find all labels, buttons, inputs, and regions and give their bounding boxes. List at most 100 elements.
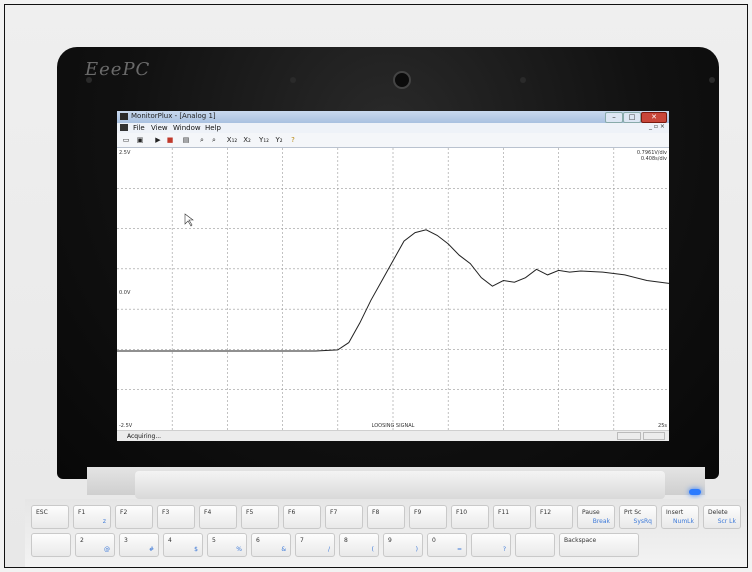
top-right-label-2: 0.408s/div xyxy=(641,156,667,162)
x-zoom-in-button[interactable]: X₁₂ xyxy=(226,136,238,144)
photo-frame: EeePC MonitorPlux - [Analog 1] – □ ✕ Fil… xyxy=(4,4,748,568)
status-text: Acquiring... xyxy=(127,433,162,440)
menu-file[interactable]: File xyxy=(133,124,145,132)
sensor-dot xyxy=(290,77,296,83)
key-sub-label: NumLk xyxy=(673,518,694,525)
keyboard-key[interactable]: F12 xyxy=(535,505,573,529)
keyboard-key[interactable]: F11 xyxy=(493,505,531,529)
zoom-out-icon[interactable]: ⌕ xyxy=(212,136,216,144)
close-button[interactable]: ✕ xyxy=(641,112,667,123)
keyboard-key[interactable]: Backspace xyxy=(559,533,639,557)
key-sub-label: ( xyxy=(371,546,374,553)
key-sub-label: z xyxy=(102,518,106,525)
toolbar: ▭ ▣ ▶ ■ ▤ ⌕ ⌕ X₁₂ X₂ Y₁₂ Y₂ ? xyxy=(117,133,669,148)
key-label: F4 xyxy=(204,509,212,516)
keyboard: ESC F1 z F2 F3 F4 F5 F6 F7 F8 F9 F10 F11 F12 Pause Brea… xyxy=(25,499,747,567)
keyboard-key[interactable]: 8( xyxy=(339,533,379,557)
bottom-left-label: -2.5V xyxy=(119,423,133,429)
keyboard-key[interactable]: F6 xyxy=(283,505,321,529)
key-sub-label: ? xyxy=(502,546,506,553)
keyboard-key[interactable]: 7/ xyxy=(295,533,335,557)
key-label: F9 xyxy=(414,509,422,516)
key-label: F10 xyxy=(456,509,468,516)
mdi-window-controls[interactable]: _ ▫ × xyxy=(649,123,665,130)
mid-label: 0.0V xyxy=(119,290,131,296)
top-left-label: 2.5V xyxy=(119,150,131,156)
keyboard-key[interactable]: 0 = xyxy=(427,533,467,557)
status-pane xyxy=(643,432,665,440)
key-sub-label: @ xyxy=(104,546,110,553)
sensor-dot xyxy=(709,77,715,83)
key-label: 6 xyxy=(256,537,260,544)
key-label: F5 xyxy=(246,509,254,516)
keyboard-key[interactable]: F5 xyxy=(241,505,279,529)
key-label: 8 xyxy=(344,537,348,544)
key-label: Pause xyxy=(582,509,600,516)
key-label: 0 xyxy=(432,537,436,544)
keyboard-key[interactable]: F9 xyxy=(409,505,447,529)
keyboard-key[interactable]: F4 xyxy=(199,505,237,529)
keyboard-key[interactable]: F10 xyxy=(451,505,489,529)
menu-bar: File View Window Help _ ▫ × xyxy=(117,123,669,133)
keyboard-key[interactable]: 9) xyxy=(383,533,423,557)
channel-button[interactable]: ▤ xyxy=(182,136,190,144)
keyboard-key[interactable]: ESC xyxy=(31,505,69,529)
bottom-right-label: 25s xyxy=(658,423,667,429)
keyboard-key[interactable] xyxy=(515,533,555,557)
keyboard-key[interactable]: 4 $ xyxy=(163,533,203,557)
key-sub-label: Break xyxy=(592,518,610,525)
key-sub-label: $ xyxy=(194,546,198,553)
keyboard-key[interactable]: Insert NumLk xyxy=(661,505,699,529)
keyboard-key[interactable]: 6 & xyxy=(251,533,291,557)
new-button[interactable]: ▭ xyxy=(122,136,130,144)
key-label: 2 xyxy=(80,537,84,544)
signal-plot[interactable]: 2.5V 0.7961V/div 0.408s/div 0.0V -2.5V 2… xyxy=(117,148,669,430)
key-sub-label: ) xyxy=(415,546,418,553)
key-label: F12 xyxy=(540,509,552,516)
key-sub-label: Scr Lk xyxy=(717,518,736,525)
window-titlebar[interactable]: MonitorPlux - [Analog 1] – □ ✕ xyxy=(117,111,669,123)
key-sub-label: = xyxy=(456,546,462,553)
key-label: F6 xyxy=(288,509,296,516)
signal-line xyxy=(117,229,669,352)
key-sub-label: SysRq xyxy=(633,518,652,525)
keyboard-key[interactable] xyxy=(31,533,71,557)
help-icon[interactable]: ? xyxy=(291,136,295,144)
keyboard-key[interactable]: Pause Break xyxy=(577,505,615,529)
brand-logo: EeePC xyxy=(85,59,151,80)
keyboard-key[interactable]: 5% xyxy=(207,533,247,557)
y-zoom-in-button[interactable]: Y₁₂ xyxy=(259,136,269,144)
keyboard-key[interactable]: F7 xyxy=(325,505,363,529)
keyboard-key[interactable]: F8 xyxy=(367,505,405,529)
key-label: ESC xyxy=(36,509,48,516)
key-sub-label: / xyxy=(327,546,330,553)
keyboard-key[interactable]: 3 # xyxy=(119,533,159,557)
menu-view[interactable]: View xyxy=(151,124,168,132)
top-right-label-1: 0.7961V/div xyxy=(637,150,667,156)
save-button[interactable]: ▣ xyxy=(136,136,144,144)
maximize-button[interactable]: □ xyxy=(623,112,641,123)
minimize-button[interactable]: – xyxy=(605,112,623,123)
key-label: Insert xyxy=(666,509,684,516)
y-zoom-out-button[interactable]: Y₂ xyxy=(275,136,283,144)
key-label: Backspace xyxy=(564,537,597,544)
stop-button[interactable]: ■ xyxy=(166,136,174,144)
sensor-dot xyxy=(520,77,526,83)
keyboard-key[interactable]: ? xyxy=(471,533,511,557)
menu-window[interactable]: Window xyxy=(173,124,201,132)
key-label: 5 xyxy=(212,537,216,544)
keyboard-key[interactable]: F2 xyxy=(115,505,153,529)
x-zoom-out-button[interactable]: X₂ xyxy=(243,136,251,144)
keyboard-key[interactable]: Delete Scr Lk xyxy=(703,505,741,529)
keyboard-key[interactable]: Prt Sc SysRq xyxy=(619,505,657,529)
keyboard-key[interactable]: F1 z xyxy=(73,505,111,529)
zoom-in-icon[interactable]: ⌕ xyxy=(200,136,204,144)
play-button[interactable]: ▶ xyxy=(155,136,161,144)
status-pane xyxy=(617,432,641,440)
keyboard-key[interactable]: 2 @ xyxy=(75,533,115,557)
window-title: MonitorPlux - [Analog 1] xyxy=(131,112,216,120)
signal-warning-label: LOOSING SIGNAL xyxy=(372,423,415,429)
menu-help[interactable]: Help xyxy=(205,124,221,132)
key-sub-label: % xyxy=(236,546,242,553)
keyboard-key[interactable]: F3 xyxy=(157,505,195,529)
